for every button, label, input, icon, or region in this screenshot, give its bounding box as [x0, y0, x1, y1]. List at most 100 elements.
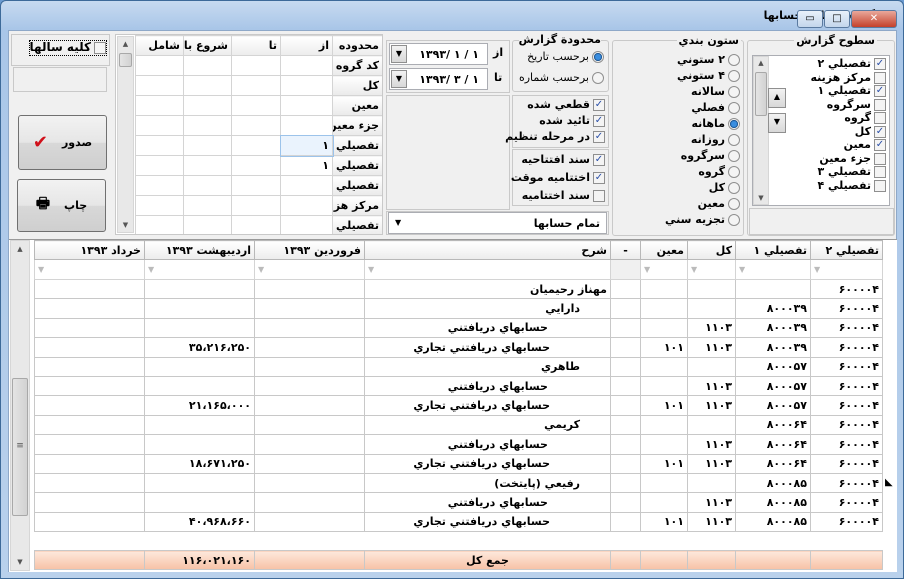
range-cell[interactable]	[135, 155, 184, 176]
column-option[interactable]: ۲ ستوني	[620, 52, 740, 68]
scroll-up-icon[interactable]: ▲	[758, 59, 764, 67]
scrollbar-thumb[interactable]	[119, 53, 132, 67]
range-from-cell[interactable]: ۱	[279, 134, 334, 157]
range-cell[interactable]	[183, 115, 232, 136]
range-cell[interactable]	[135, 115, 184, 136]
table-row[interactable]: حسابهاي دريافتني ۱۱۰۳ ۸۰۰۰۶۴ ۶۰۰۰۰۴	[34, 434, 883, 455]
range-cell[interactable]	[135, 135, 184, 156]
range-cell[interactable]	[135, 195, 184, 216]
range-from-cell[interactable]	[280, 95, 333, 116]
range-from-cell[interactable]	[280, 75, 333, 96]
table-row[interactable]: طاهري ۸۰۰۰۵۷ ۶۰۰۰۰۴	[34, 356, 883, 377]
column-option[interactable]: گروه	[620, 164, 740, 180]
levels-scrollbar[interactable]: ▲ ▼	[753, 56, 769, 205]
from-date-input[interactable]: ▼ ۱۳۹۳/ ۱ / ۱	[389, 43, 488, 65]
column-option[interactable]: روزانه	[620, 132, 740, 148]
header-khordad[interactable]: خرداد ۱۳۹۳	[34, 240, 145, 260]
level-item[interactable]: ✓تفصيلي ۱	[776, 84, 886, 98]
doc-checkbox[interactable]: سند اختتاميه	[511, 187, 605, 205]
range-cell[interactable]	[183, 135, 232, 156]
status-checkbox[interactable]: ✓در مرحله تنظيم	[505, 129, 605, 145]
range-cell[interactable]	[231, 115, 281, 136]
doc-checkbox[interactable]: ✓اختتاميه موقت	[511, 169, 605, 187]
range-cell[interactable]	[231, 135, 281, 156]
level-item[interactable]: ✓کل	[776, 125, 886, 139]
levels-list[interactable]: ✓تفصيلي ۲ مرکز هزينه ✓تفصيلي ۱ سرگروه گروه ✓ک…	[752, 55, 890, 206]
radio-by-number[interactable]: برحسب شماره	[519, 71, 604, 85]
radio-by-date[interactable]: برحسب تاريخ	[527, 50, 604, 64]
range-cell[interactable]	[183, 155, 232, 176]
range-cell[interactable]	[183, 75, 232, 96]
range-from-cell[interactable]: ۱	[280, 155, 333, 176]
filter-cell[interactable]: ▼	[687, 259, 736, 280]
level-item[interactable]: سرگروه	[776, 98, 886, 112]
chevron-down-icon[interactable]: ▼	[395, 218, 402, 227]
range-cell[interactable]	[183, 215, 232, 234]
table-row[interactable]: ۱۸،۶۷۱،۲۵۰ حسابهاي دريافتني تجاري ۱۰۱ ۱۱۰۳ ۸…	[34, 453, 883, 474]
table-row[interactable]: حسابهاي دريافتني ۱۱۰۳ ۸۰۰۰۳۹ ۶۰۰۰۰۴	[34, 317, 883, 339]
filter-cell[interactable]: ▼	[144, 259, 255, 280]
table-row[interactable]: مهناز رحيميان ۶۰۰۰۰۴	[34, 278, 883, 300]
table-row[interactable]: حسابهاي دريافتني ۱۱۰۳ ۸۰۰۰۸۵ ۶۰۰۰۰۴	[34, 492, 883, 513]
print-button[interactable]: چاپ 🖶	[17, 179, 106, 232]
range-cell[interactable]	[231, 95, 281, 116]
range-grid[interactable]: ▲ ▼ شامل شروع با تا از محدوده کد گروه کل م…	[115, 34, 383, 235]
to-date-input[interactable]: ▼ ۱۳۹۳/ ۳ / ۱	[389, 68, 488, 90]
range-cell[interactable]	[183, 195, 232, 216]
maximize-button[interactable]: □	[824, 10, 850, 28]
move-up-button[interactable]: ▲	[768, 88, 786, 108]
header-moin[interactable]: معين	[640, 240, 688, 260]
range-cell[interactable]	[231, 75, 281, 96]
header-farvardin[interactable]: فروردين ۱۳۹۳	[254, 240, 365, 260]
table-row[interactable]: ۴۰،۹۶۸،۶۶۰ حسابهاي دريافتني تجاري ۱۰۱ ۱۱۰۳ ۸…	[34, 511, 883, 533]
filter-cell[interactable]: ▼	[364, 259, 611, 280]
move-down-button[interactable]: ▼	[768, 113, 786, 133]
range-cell[interactable]	[231, 175, 281, 196]
accounts-combobox[interactable]: ▼ تمام حسابها	[388, 212, 607, 234]
close-button[interactable]: ✕	[851, 10, 897, 28]
range-cell[interactable]	[135, 215, 184, 234]
scrollbar-thumb[interactable]: ≡	[12, 378, 28, 516]
range-cell[interactable]	[231, 155, 281, 176]
filter-cell[interactable]: ▼	[735, 259, 811, 280]
scrollbar-thumb[interactable]	[755, 72, 767, 116]
range-from-cell[interactable]	[280, 55, 333, 76]
range-cell[interactable]	[183, 55, 232, 76]
table-row[interactable]: دارايي ۸۰۰۰۳۹ ۶۰۰۰۰۴	[34, 298, 883, 319]
scroll-down-icon[interactable]: ▼	[17, 558, 23, 566]
column-option[interactable]: کل	[620, 180, 740, 196]
range-from-cell[interactable]	[280, 215, 333, 234]
chevron-down-icon[interactable]: ▼	[391, 70, 407, 88]
column-option[interactable]: فصلي	[620, 100, 740, 116]
all-years-checkbox[interactable]: کليه سالها	[28, 40, 108, 56]
range-cell[interactable]	[231, 55, 281, 76]
level-item[interactable]: ✓تفصيلي ۲	[776, 57, 886, 71]
header-kol[interactable]: کل	[687, 240, 736, 260]
range-from-cell[interactable]	[280, 175, 333, 196]
header-ordibehesht[interactable]: ارديبهشت ۱۳۹۳	[144, 240, 255, 260]
range-grid-scrollbar[interactable]: ▲ ▼	[117, 36, 134, 233]
report-grid-scrollbar[interactable]: ▲ ≡ ▼	[10, 240, 30, 571]
header-description[interactable]: شرح	[364, 240, 611, 260]
column-option[interactable]: ماهانه	[620, 116, 740, 132]
scroll-down-icon[interactable]: ▼	[122, 221, 129, 229]
column-option[interactable]: سرگروه	[620, 148, 740, 164]
issue-button[interactable]: صدور ✔	[18, 115, 107, 170]
range-header-includes[interactable]: شامل	[135, 35, 184, 56]
column-option[interactable]: سالانه	[620, 84, 740, 100]
range-cell[interactable]	[135, 175, 184, 196]
range-from-cell[interactable]	[280, 195, 333, 216]
column-option[interactable]: معين	[620, 196, 740, 212]
level-item[interactable]: تفصيلي ۴	[776, 179, 886, 193]
header-tafsili2[interactable]: تفصيلي ۲	[810, 240, 883, 260]
table-row[interactable]: ۳۵،۲۱۶،۲۵۰ حسابهاي دريافتني تجاري ۱۰۱ ۱۱۰۳ ۸…	[34, 337, 883, 358]
range-cell[interactable]	[183, 175, 232, 196]
header-dash[interactable]: -	[610, 240, 641, 260]
table-row[interactable]: ۲۱،۱۶۵،۰۰۰ حسابهاي دريافتني تجاري ۱۰۱ ۱۱۰۳ ۸…	[34, 395, 883, 416]
level-item[interactable]: تفصيلي ۳	[776, 165, 886, 179]
column-option[interactable]: تجزيه سني	[620, 212, 740, 228]
chevron-down-icon[interactable]: ▼	[391, 45, 407, 63]
level-item[interactable]: جزء معين	[776, 152, 886, 166]
range-cell[interactable]	[135, 55, 184, 76]
range-cell[interactable]	[135, 95, 184, 116]
